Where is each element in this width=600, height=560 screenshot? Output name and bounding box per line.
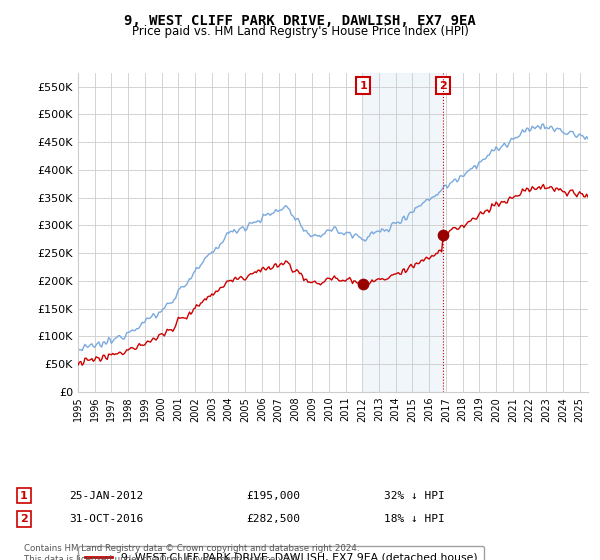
- Text: 9, WEST CLIFF PARK DRIVE, DAWLISH, EX7 9EA: 9, WEST CLIFF PARK DRIVE, DAWLISH, EX7 9…: [124, 14, 476, 28]
- Text: 18% ↓ HPI: 18% ↓ HPI: [384, 514, 445, 524]
- Point: [359, 279, 368, 288]
- Text: 32% ↓ HPI: 32% ↓ HPI: [384, 491, 445, 501]
- Text: £195,000: £195,000: [246, 491, 300, 501]
- Text: 31-OCT-2016: 31-OCT-2016: [69, 514, 143, 524]
- Text: £282,500: £282,500: [246, 514, 300, 524]
- Text: 25-JAN-2012: 25-JAN-2012: [69, 491, 143, 501]
- Point: [438, 231, 448, 240]
- Text: 2: 2: [20, 514, 28, 524]
- Text: 1: 1: [20, 491, 28, 501]
- Bar: [364, 73, 443, 392]
- Legend: 9, WEST CLIFF PARK DRIVE, DAWLISH, EX7 9EA (detached house), HPI: Average price,: 9, WEST CLIFF PARK DRIVE, DAWLISH, EX7 9…: [79, 546, 484, 560]
- Text: 1: 1: [359, 81, 367, 91]
- Text: Contains HM Land Registry data © Crown copyright and database right 2024.
This d: Contains HM Land Registry data © Crown c…: [24, 544, 359, 560]
- Text: Price paid vs. HM Land Registry's House Price Index (HPI): Price paid vs. HM Land Registry's House …: [131, 25, 469, 38]
- Text: 2: 2: [439, 81, 447, 91]
